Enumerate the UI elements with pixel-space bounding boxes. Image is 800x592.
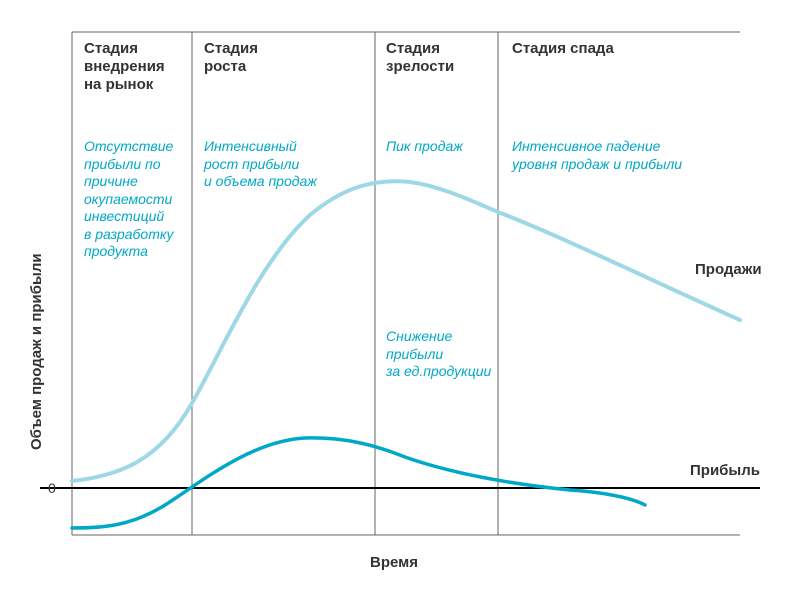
x-axis-label: Время: [370, 554, 418, 571]
series-label-profit: Прибыль: [690, 462, 760, 479]
desc-intro: Отсутствие прибыли по причине окупаемост…: [84, 138, 173, 261]
stage-label-decline: Стадия спада: [512, 40, 614, 58]
stage-label-growth: Стадия роста: [204, 40, 258, 76]
desc-profit-decline: Снижение прибыли за ед.продукции: [386, 328, 491, 381]
stage-label-intro: Стадия внедрения на рынок: [84, 40, 165, 94]
desc-maturity: Пик продаж: [386, 138, 463, 156]
zero-label: 0: [48, 480, 56, 496]
series-label-sales: Продажи: [695, 261, 762, 278]
desc-growth: Интенсивный рост прибыли и объема продаж: [204, 138, 317, 191]
stage-label-maturity: Стадия зрелости: [386, 40, 454, 76]
desc-decline: Интенсивное падение уровня продаж и приб…: [512, 138, 682, 173]
y-axis-label: Объем продаж и прибыли: [28, 253, 45, 450]
lifecycle-chart: Объем продаж и прибыли Время 0 Стадия вн…: [0, 0, 800, 592]
